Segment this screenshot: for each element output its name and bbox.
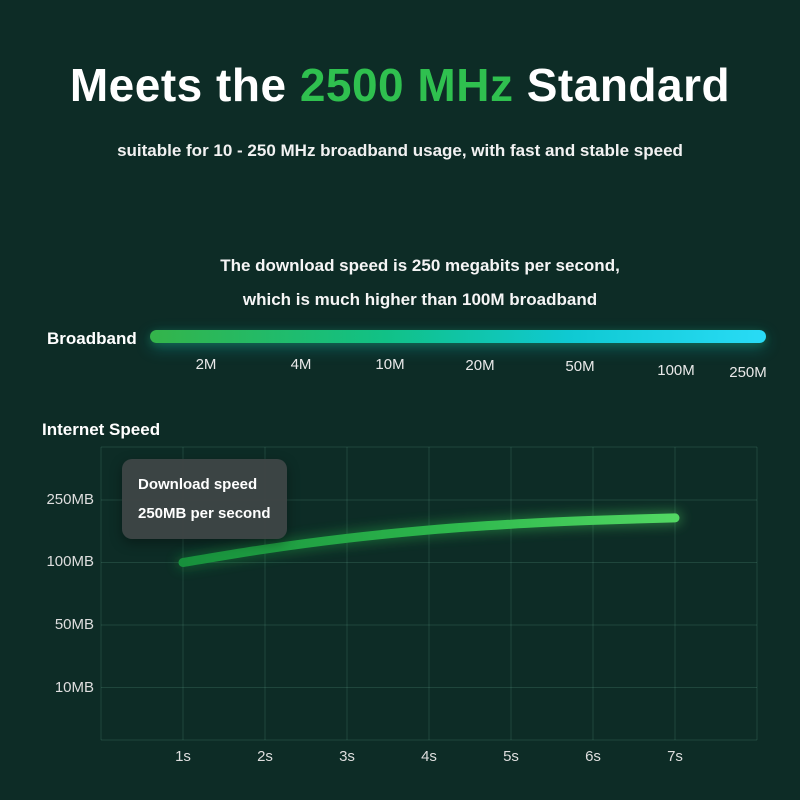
broadband-description-line1: The download speed is 250 megabits per s… bbox=[220, 256, 620, 275]
broadband-scale-label: 20M bbox=[465, 357, 495, 374]
broadband-description-line2: which is much higher than 100M broadband bbox=[242, 290, 598, 309]
broadband-scale-label: 10M bbox=[375, 356, 405, 373]
tooltip-line1: Download speed bbox=[138, 476, 258, 493]
y-axis-label: 50MB bbox=[54, 616, 94, 633]
broadband-scale-label: 250M bbox=[729, 364, 767, 381]
broadband-label: Broadband bbox=[47, 329, 137, 348]
broadband-scale-label: 4M bbox=[290, 356, 312, 373]
broadband-scale-label: 2M bbox=[195, 356, 217, 373]
download-speed-tooltip: Download speed 250MB per second bbox=[122, 459, 287, 539]
x-axis-label: 5s bbox=[503, 748, 519, 765]
page-title: Meets the 2500 MHz Standard bbox=[0, 58, 800, 112]
x-axis-label: 3s bbox=[339, 748, 355, 765]
x-axis-label: 2s bbox=[257, 748, 273, 765]
x-axis-label: 6s bbox=[585, 748, 601, 765]
x-axis-label: 1s bbox=[175, 748, 191, 765]
chart-title: Internet Speed bbox=[42, 420, 161, 439]
page-title-suffix: Standard bbox=[513, 59, 731, 111]
internet-speed-chart bbox=[100, 446, 758, 741]
x-axis-label: 4s bbox=[421, 748, 437, 765]
page-subtitle: suitable for 10 - 250 MHz broadband usag… bbox=[117, 141, 683, 160]
x-axis-label: 7s bbox=[667, 748, 683, 765]
y-axis-label: 100MB bbox=[46, 553, 94, 570]
y-axis-label: 10MB bbox=[54, 679, 94, 696]
page-title-highlight: 2500 MHz bbox=[299, 59, 514, 111]
broadband-scale-label: 100M bbox=[657, 362, 695, 379]
speed-curve bbox=[178, 513, 680, 567]
broadband-scale-label: 50M bbox=[565, 358, 595, 375]
tooltip-line2: 250MB per second bbox=[138, 505, 271, 522]
broadband-gradient-bar bbox=[150, 330, 766, 343]
y-axis-label: 250MB bbox=[46, 491, 94, 508]
page-title-prefix: Meets the bbox=[69, 59, 300, 111]
